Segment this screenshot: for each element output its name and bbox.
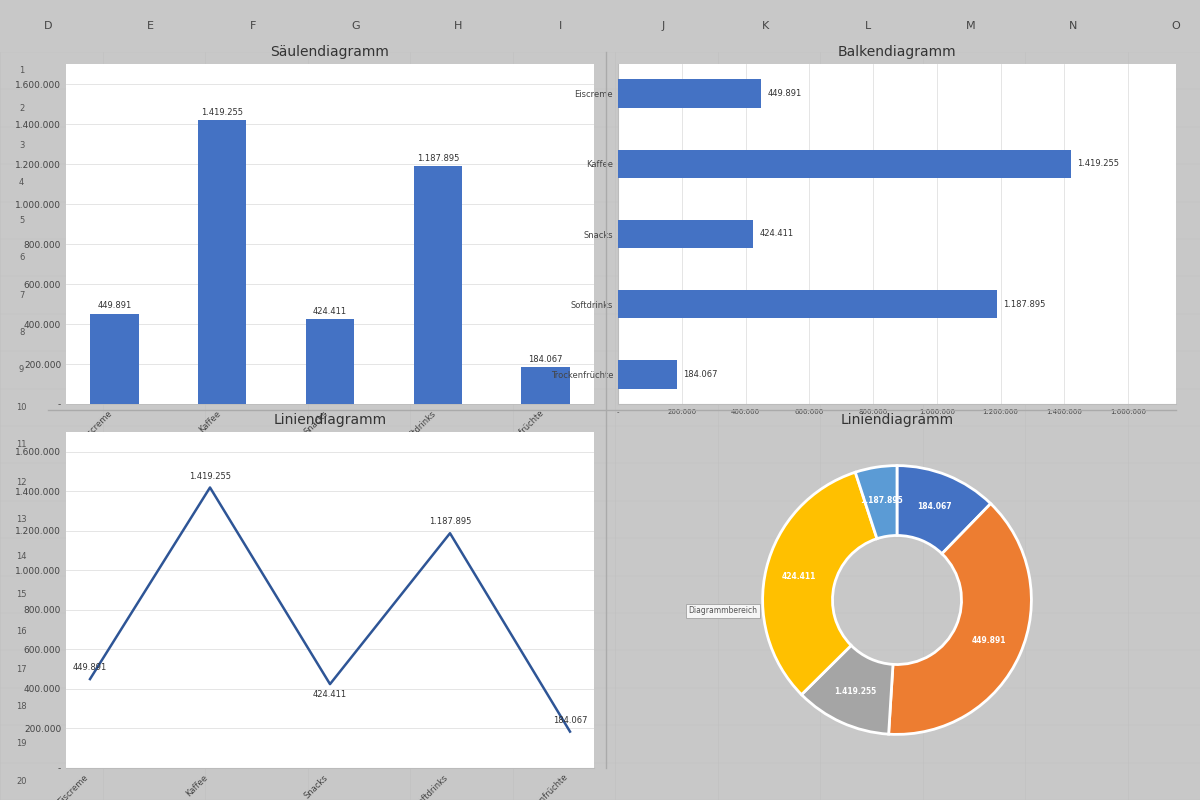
Text: 1.419.255: 1.419.255	[202, 107, 244, 117]
Text: 20: 20	[17, 777, 26, 786]
Text: 18: 18	[17, 702, 26, 711]
Bar	[414, 166, 462, 404]
Title: Säulendiagramm: Säulendiagramm	[270, 45, 390, 58]
Bar	[618, 361, 677, 389]
Title: Balkendiagramm: Balkendiagramm	[838, 45, 956, 58]
Text: 11: 11	[17, 440, 26, 450]
Text: D: D	[43, 21, 53, 31]
Text: 1.419.255: 1.419.255	[834, 687, 876, 696]
Text: 4: 4	[19, 178, 24, 187]
Text: 424.411: 424.411	[313, 306, 347, 315]
Text: 14: 14	[17, 553, 26, 562]
Wedge shape	[896, 466, 991, 554]
Text: L: L	[865, 21, 871, 31]
Text: 1.419.255: 1.419.255	[190, 471, 230, 481]
Text: 5: 5	[19, 216, 24, 225]
Text: O: O	[1171, 21, 1181, 31]
Text: F: F	[250, 21, 257, 31]
Text: 1.187.895: 1.187.895	[416, 154, 460, 163]
Text: 1.187.895: 1.187.895	[428, 518, 472, 526]
Text: E: E	[148, 21, 154, 31]
Text: 1.187.895: 1.187.895	[859, 496, 902, 505]
Wedge shape	[763, 472, 877, 694]
Text: 424.411: 424.411	[313, 690, 347, 699]
Text: 8: 8	[19, 328, 24, 337]
Title: Liniendiagramm: Liniendiagramm	[274, 413, 386, 426]
Text: N: N	[1069, 21, 1078, 31]
Title: Liniendiagramm: Liniendiagramm	[840, 413, 954, 426]
Text: 1.419.255: 1.419.255	[1076, 159, 1118, 168]
Bar	[618, 79, 762, 107]
Text: G: G	[352, 21, 360, 31]
Text: I: I	[559, 21, 563, 31]
Text: 184.067: 184.067	[918, 502, 953, 511]
Text: K: K	[762, 21, 769, 31]
Bar	[198, 120, 246, 404]
Text: 6: 6	[19, 253, 24, 262]
Text: 449.891: 449.891	[97, 302, 131, 310]
Text: 184.067: 184.067	[553, 716, 587, 725]
Bar	[618, 150, 1070, 178]
Text: Diagrammbereich: Diagrammbereich	[689, 606, 757, 615]
Text: M: M	[966, 21, 976, 31]
Text: 13: 13	[17, 515, 26, 524]
Text: 2: 2	[19, 104, 24, 113]
Text: 9: 9	[19, 366, 24, 374]
Bar	[618, 290, 997, 318]
Text: 184.067: 184.067	[528, 354, 563, 363]
Wedge shape	[802, 646, 893, 734]
Text: 449.891: 449.891	[972, 636, 1007, 646]
Wedge shape	[889, 504, 1031, 734]
Bar	[522, 367, 570, 404]
Text: 424.411: 424.411	[782, 572, 816, 581]
Bar	[306, 319, 354, 404]
Text: 449.891: 449.891	[768, 89, 802, 98]
Text: 19: 19	[17, 739, 26, 749]
Text: 7: 7	[19, 290, 24, 299]
Text: H: H	[454, 21, 462, 31]
Text: 10: 10	[17, 403, 26, 412]
Wedge shape	[856, 466, 896, 538]
Text: 15: 15	[17, 590, 26, 598]
Text: 424.411: 424.411	[760, 230, 794, 238]
Bar	[90, 314, 138, 404]
Text: 12: 12	[17, 478, 26, 486]
Text: J: J	[661, 21, 665, 31]
Text: 3: 3	[19, 141, 24, 150]
Bar	[618, 220, 754, 248]
Text: 16: 16	[17, 627, 26, 636]
Text: 184.067: 184.067	[683, 370, 718, 379]
Text: 17: 17	[17, 665, 26, 674]
Text: 1: 1	[19, 66, 24, 75]
Text: 449.891: 449.891	[73, 663, 107, 672]
Text: 1.187.895: 1.187.895	[1003, 300, 1045, 309]
